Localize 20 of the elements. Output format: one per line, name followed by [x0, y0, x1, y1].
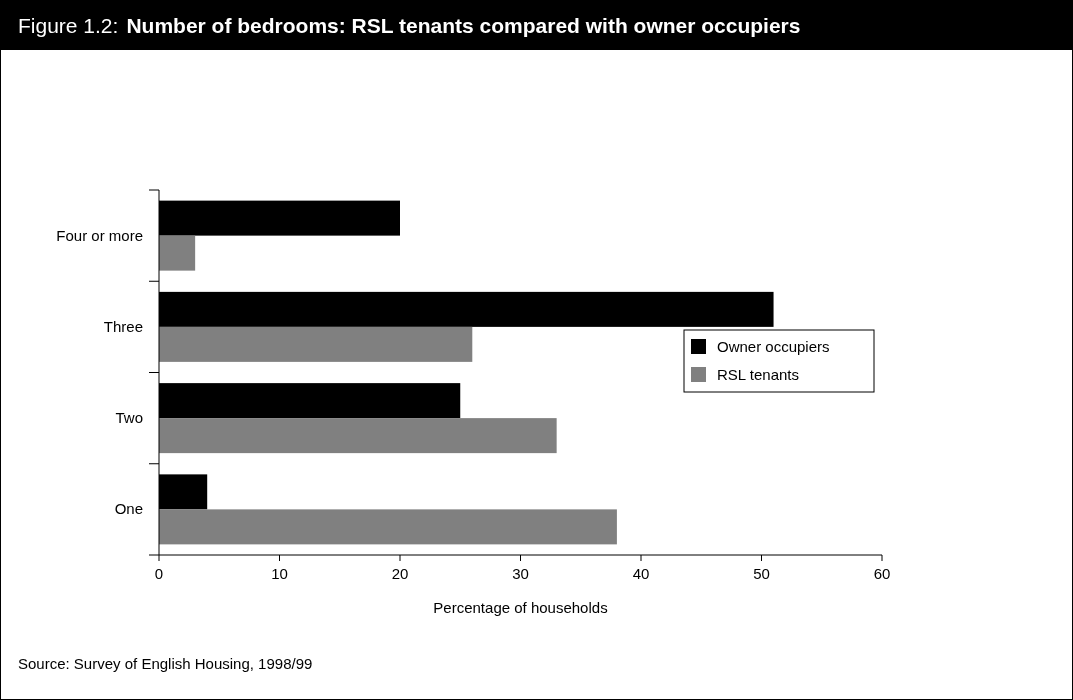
source-note: Source: Survey of English Housing, 1998/99 [18, 655, 313, 672]
legend-label: RSL tenants [717, 366, 799, 383]
x-tick-label: 0 [154, 565, 164, 582]
x-tick-label: 50 [753, 565, 770, 582]
y-tick-label: Four or more [56, 226, 143, 244]
x-tick-label: 40 [632, 565, 650, 582]
x-tick-label: 60 [873, 565, 891, 582]
bar [159, 326, 473, 362]
bar [159, 509, 617, 545]
x-tick-label: 10 [271, 565, 288, 582]
x-axis-title: Percentage of households [433, 599, 608, 616]
bar [159, 235, 196, 271]
y-tick-label: Two [115, 409, 143, 427]
y-tick-label: Three [103, 317, 143, 335]
x-tick-label: 30 [512, 565, 529, 582]
y-tick-label: One [114, 500, 143, 518]
legend-label: Owner occupiers [717, 338, 830, 355]
x-tick-label: 20 [391, 565, 409, 582]
chart-title: Figure 1.2: Number of bedrooms: RSL tenants compared with owner occupiers [18, 14, 801, 37]
bar [159, 418, 557, 454]
